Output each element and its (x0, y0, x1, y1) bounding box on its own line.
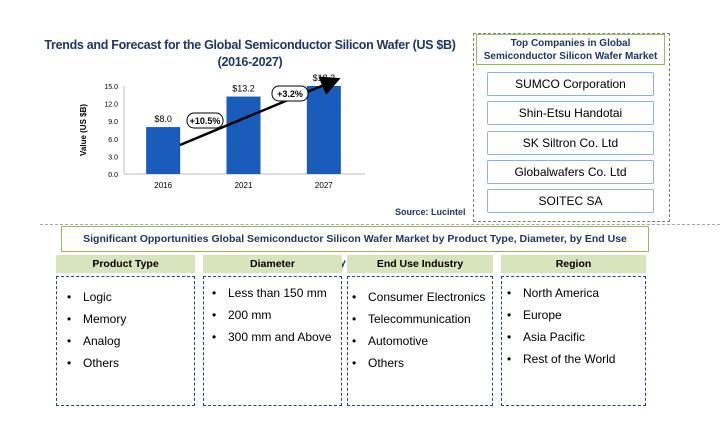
company-item: SOITEC SA (487, 189, 654, 213)
list-item: Analog (67, 330, 194, 352)
data-label: $13.2 (232, 84, 255, 94)
list-item: Consumer Electronics (352, 286, 492, 308)
source-note: Source: Lucintel (395, 207, 466, 217)
chart-title-text: Trends and Forecast for the Global Semic… (44, 38, 456, 52)
list-item: Automotive (352, 330, 492, 352)
companies-title: Top Companies in Global Semiconductor Si… (476, 34, 665, 65)
category-header-end-use: End Use Industry (347, 255, 493, 273)
list-item: Less than 150 mm (212, 282, 341, 304)
category-header-product-type: Product Type (56, 255, 195, 273)
growth-annotation-2-box (271, 85, 309, 102)
list-item: 200 mm (212, 304, 341, 326)
category-list-product-type: Logic Memory Analog Others (56, 276, 195, 406)
y-axis-label: Value (US $B) (79, 104, 88, 156)
y-tick-label: 12.0 (104, 102, 118, 109)
growth-annotation-1-box (186, 112, 224, 129)
list-item: Others (352, 352, 492, 374)
section-divider (40, 224, 720, 225)
category-header-diameter: Diameter (203, 255, 342, 273)
company-item: Shin-Etsu Handotai (487, 101, 654, 125)
y-tick-label: 3.0 (108, 154, 118, 161)
companies-panel (473, 33, 670, 222)
bar-2027 (306, 86, 341, 174)
list-item: Logic (67, 286, 194, 308)
trend-arrow (179, 76, 341, 147)
bar-2021 (226, 96, 261, 174)
list-item: North America (507, 282, 645, 304)
list-item: 300 mm and Above (212, 326, 341, 348)
category-list-end-use: Consumer Electronics Telecommunication A… (347, 276, 493, 406)
company-item: Globalwafers Co. Ltd (487, 160, 654, 184)
list-item: Telecommunication (352, 308, 492, 330)
chart-title: Trends and Forecast for the Global Semic… (40, 37, 460, 71)
list-item: Memory (67, 308, 194, 330)
x-tick-label: 2027 (315, 181, 333, 190)
data-label: $8.0 (154, 114, 172, 124)
y-tick-label: 15.0 (104, 84, 118, 91)
y-tick-label: 6.0 (108, 137, 118, 144)
category-list-diameter: Less than 150 mm 200 mm 300 mm and Above (203, 276, 342, 406)
list-item: Asia Pacific (507, 326, 645, 348)
x-tick-label: 2016 (154, 181, 172, 190)
growth-annotation-1: +10.5% (190, 116, 221, 126)
bar-2016 (146, 127, 181, 174)
company-item: SUMCO Corporation (487, 72, 654, 96)
chart-subtitle: (2016-2027) (217, 55, 283, 69)
category-list-region: North America Europe Asia Pacific Rest o… (501, 276, 646, 406)
opportunities-title: Significant Opportunities Global Semicon… (61, 226, 649, 269)
y-tick-label: 9.0 (108, 119, 118, 126)
category-header-region: Region (501, 255, 646, 273)
list-item: Others (67, 352, 194, 374)
list-item: Europe (507, 304, 645, 326)
list-item: Rest of the World (507, 348, 645, 370)
company-item: SK Siltron Co. Ltd (487, 131, 654, 155)
y-tick-label: 0.0 (108, 172, 118, 179)
x-tick-label: 2021 (235, 181, 253, 190)
growth-annotation-2: +3.2% (277, 89, 303, 99)
